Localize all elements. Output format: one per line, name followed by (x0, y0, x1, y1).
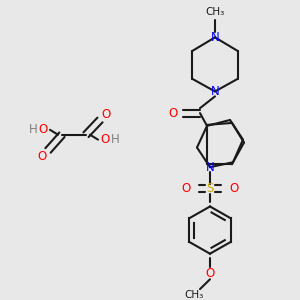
Text: O: O (182, 182, 190, 195)
Text: O: O (38, 123, 48, 136)
Text: H: H (28, 123, 38, 136)
Text: N: N (211, 31, 219, 44)
Text: O: O (168, 106, 178, 120)
Text: O: O (206, 267, 214, 280)
Text: O: O (100, 133, 109, 146)
Text: S: S (206, 182, 214, 195)
Text: O: O (230, 182, 238, 195)
Text: O: O (101, 108, 111, 121)
Text: CH₃: CH₃ (184, 290, 204, 300)
Text: N: N (206, 161, 214, 174)
Text: N: N (211, 85, 219, 98)
Text: H: H (111, 133, 119, 146)
Text: O: O (38, 150, 46, 163)
Text: CH₃: CH₃ (206, 7, 225, 17)
